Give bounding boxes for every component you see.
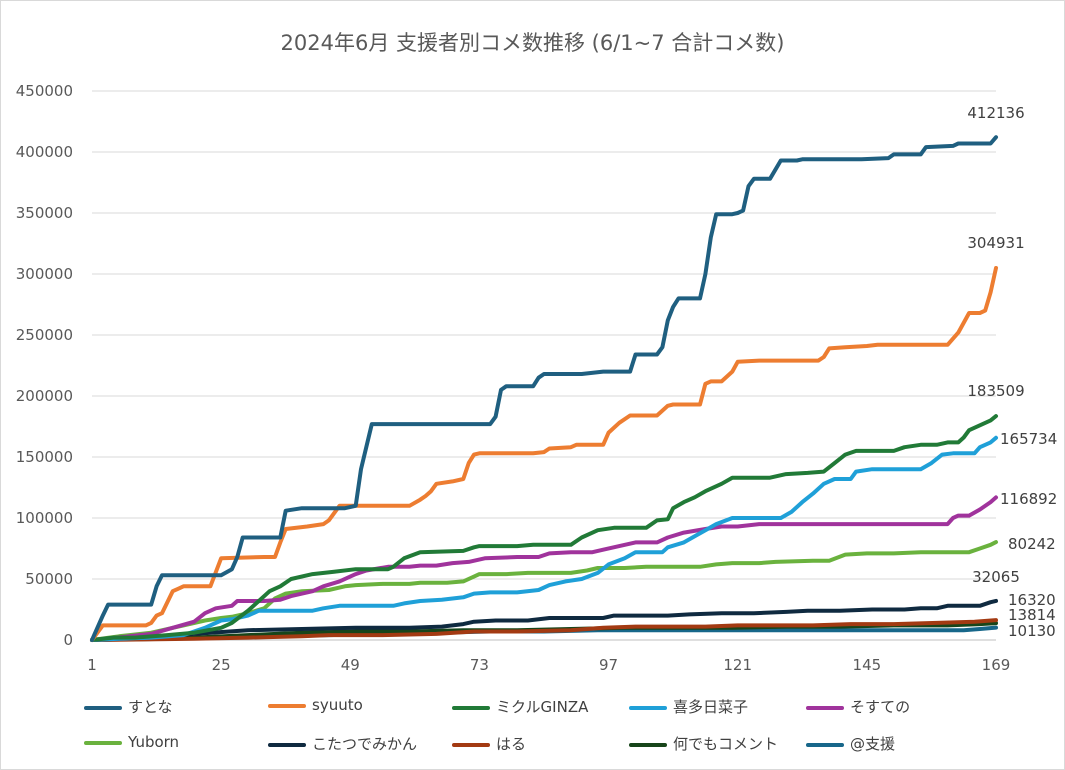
series-end-label: 183509 (967, 382, 1024, 400)
legend-entry: 何でもコメント (629, 733, 778, 754)
y-tick-label: 200000 (16, 387, 73, 405)
chart-title: 2024年6月 支援者別コメ数推移 (6/1~7 合計コメ数) (280, 31, 785, 55)
x-tick-label: 97 (599, 656, 618, 674)
legend-swatch (452, 742, 490, 747)
legend-swatch (268, 703, 306, 708)
legend-label: そすての (850, 698, 911, 716)
legend-entry: ミクルGINZA (452, 696, 588, 717)
series-end-label: 80242 (1008, 535, 1056, 553)
y-tick-label: 300000 (16, 265, 73, 283)
legend-swatch (629, 742, 667, 747)
series-end-label: 32065 (972, 568, 1020, 586)
y-tick-label: 100000 (16, 509, 73, 527)
series-end-label: 304931 (967, 234, 1024, 252)
legend-label: 喜多日菜子 (673, 698, 749, 716)
legend-swatch (84, 740, 122, 745)
legend-swatch (84, 705, 122, 710)
series-end-label: 13814 (1008, 606, 1056, 624)
x-tick-label: 121 (723, 656, 752, 674)
x-tick-label: 1 (87, 656, 97, 674)
legend-entry: こたつでみかん (268, 733, 417, 754)
x-tick-label: 73 (470, 656, 489, 674)
series-line-5 (90, 495, 998, 642)
series-end-label: 412136 (967, 104, 1024, 122)
legend-entry: 喜多日菜子 (629, 696, 748, 717)
legend-label: ミクルGINZA (496, 698, 589, 716)
legend-entry: @支援 (806, 733, 895, 754)
y-tick-label: 150000 (16, 448, 73, 466)
legend-entry: syuuto (268, 696, 363, 714)
y-tick-label: 400000 (16, 143, 73, 161)
legend-label: @支援 (850, 735, 896, 753)
x-tick-label: 25 (212, 656, 231, 674)
x-tick-label: 169 (982, 656, 1011, 674)
y-tick-label: 450000 (16, 82, 73, 100)
series-end-label: 116892 (1000, 490, 1057, 508)
y-tick-label: 250000 (16, 326, 73, 344)
legend-label: こたつでみかん (312, 735, 418, 753)
legend-swatch (629, 705, 667, 710)
legend-entry: はる (452, 733, 526, 754)
series-line-8 (90, 618, 998, 642)
legend-swatch (806, 705, 844, 710)
series-end-label: 165734 (1000, 430, 1057, 448)
y-tick-label: 0 (63, 631, 73, 649)
legend-entry: そすての (806, 696, 910, 717)
series-line-4 (90, 435, 998, 642)
series-line-3 (90, 414, 998, 642)
legend-swatch (268, 742, 306, 747)
legend-label: はる (496, 735, 527, 753)
legend-label: すとな (128, 698, 173, 716)
legend-entry: すとな (84, 696, 173, 717)
series-end-label: 10130 (1008, 622, 1056, 640)
legend-label: syuuto (312, 696, 363, 714)
y-tick-label: 350000 (16, 204, 73, 222)
legend-swatch (806, 742, 844, 747)
series-line-1 (90, 135, 998, 642)
legend-label: 何でもコメント (673, 735, 779, 753)
series-line-2 (90, 266, 998, 642)
legend-swatch (452, 705, 490, 710)
legend-label: Yuborn (128, 733, 180, 751)
series-end-label: 16320 (1008, 591, 1056, 609)
y-tick-label: 50000 (25, 570, 73, 588)
series-line-7 (90, 598, 998, 642)
x-tick-label: 145 (853, 656, 882, 674)
x-tick-label: 49 (341, 656, 360, 674)
legend-entry: Yuborn (84, 733, 179, 751)
